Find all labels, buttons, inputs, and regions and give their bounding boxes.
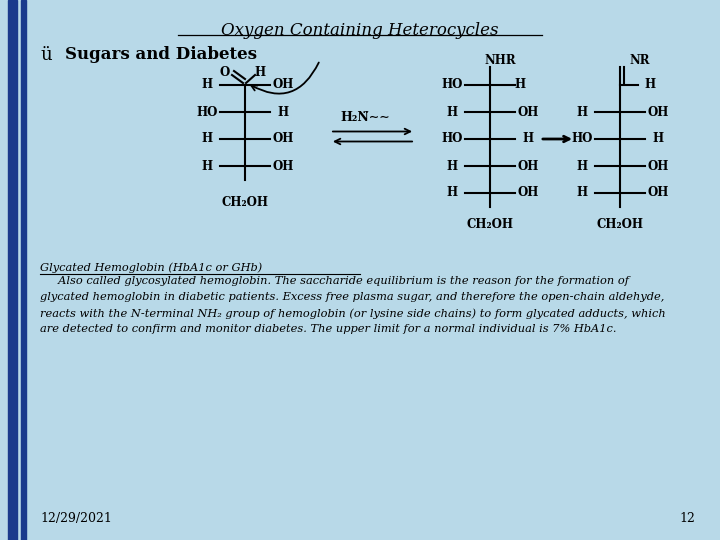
Bar	[21, 0, 26, 540]
Text: HO: HO	[571, 132, 593, 145]
Text: Oxygen Containing Heterocycles: Oxygen Containing Heterocycles	[221, 22, 499, 39]
Text: OH: OH	[272, 78, 294, 91]
Text: Sugars and Diabetes: Sugars and Diabetes	[65, 46, 257, 63]
Text: ü: ü	[40, 46, 52, 64]
Text: H: H	[577, 186, 588, 199]
Text: H: H	[202, 132, 212, 145]
Text: H: H	[446, 105, 458, 118]
Text: H₂N̈∼∼: H₂N̈∼∼	[340, 111, 390, 124]
Text: H: H	[577, 105, 588, 118]
Text: glycated hemoglobin in diabetic patients. Excess free plasma sugar, and therefor: glycated hemoglobin in diabetic patients…	[40, 292, 665, 302]
Text: H: H	[514, 78, 526, 91]
Text: OH: OH	[272, 159, 294, 172]
Text: HO: HO	[441, 78, 463, 91]
Text: HO: HO	[441, 132, 463, 145]
Text: Glycated Hemoglobin (HbA1c or GHb): Glycated Hemoglobin (HbA1c or GHb)	[40, 262, 262, 273]
Bar	[8, 0, 17, 540]
Text: Also called glycosylated hemoglobin. The saccharide equilibrium is the reason fo: Also called glycosylated hemoglobin. The…	[40, 276, 629, 286]
Text: 12/29/2021: 12/29/2021	[40, 512, 112, 525]
Text: H: H	[202, 78, 212, 91]
Text: CH₂OH: CH₂OH	[467, 219, 513, 232]
Text: OH: OH	[647, 159, 669, 172]
Text: CH₂OH: CH₂OH	[596, 219, 644, 232]
Text: OH: OH	[647, 105, 669, 118]
Text: O: O	[220, 66, 230, 79]
Text: H: H	[523, 132, 534, 145]
Text: H: H	[446, 159, 458, 172]
Text: reacts with the N-terminal NH₂ group of hemoglobin (or lysine side chains) to fo: reacts with the N-terminal NH₂ group of …	[40, 308, 666, 319]
Text: H: H	[254, 66, 266, 79]
Text: 12: 12	[679, 512, 695, 525]
Text: H: H	[446, 186, 458, 199]
Text: NHR: NHR	[484, 53, 516, 66]
Text: H: H	[202, 159, 212, 172]
Text: OH: OH	[517, 105, 539, 118]
Text: OH: OH	[647, 186, 669, 199]
Text: CH₂OH: CH₂OH	[222, 197, 269, 210]
Text: are detected to confirm and monitor diabetes. The upper limit for a normal indiv: are detected to confirm and monitor diab…	[40, 324, 616, 334]
Text: NR: NR	[630, 53, 650, 66]
Text: OH: OH	[517, 186, 539, 199]
Text: HO: HO	[197, 105, 217, 118]
Text: H: H	[577, 159, 588, 172]
Text: H: H	[277, 105, 289, 118]
Text: H: H	[652, 132, 664, 145]
Text: H: H	[644, 78, 656, 91]
Text: OH: OH	[517, 159, 539, 172]
Text: OH: OH	[272, 132, 294, 145]
